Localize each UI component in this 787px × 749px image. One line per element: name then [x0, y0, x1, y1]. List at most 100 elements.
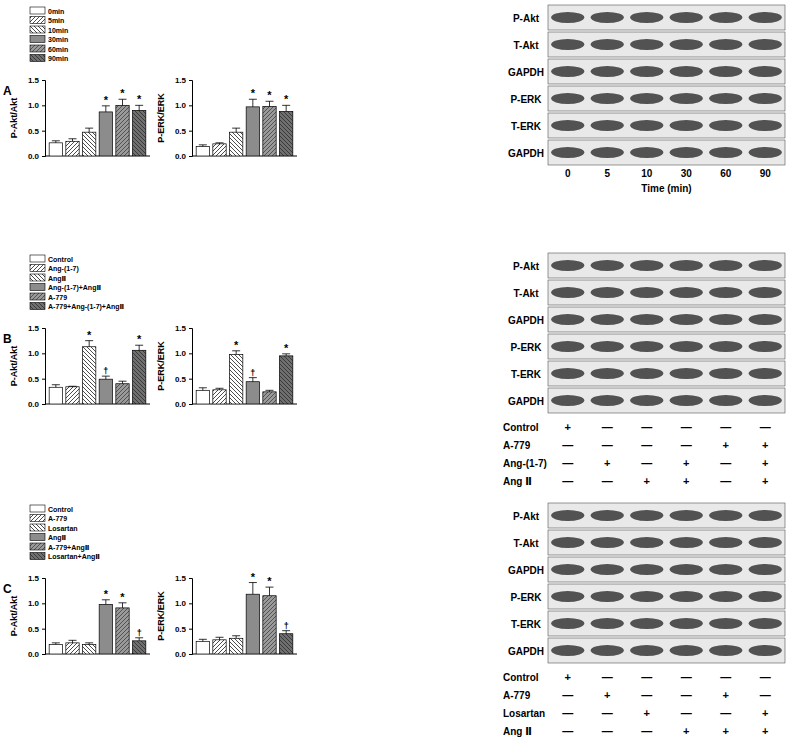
- blot-band: [749, 12, 782, 23]
- error-bar: [139, 345, 140, 350]
- treatment-sign: +: [762, 725, 768, 737]
- significance-mark: *: [104, 94, 109, 106]
- blot-band: [670, 645, 703, 656]
- blot-band: [630, 618, 663, 629]
- blot-band: [749, 147, 782, 158]
- blot-band: [709, 260, 742, 271]
- bar: [49, 644, 62, 654]
- y-tick: 0.5: [175, 375, 192, 384]
- treatment-sign: —: [602, 725, 613, 737]
- y-tick: 0.0: [175, 400, 192, 409]
- legend-label: Control: [48, 506, 73, 513]
- y-tick-label: 1.0: [175, 101, 187, 110]
- error-cap: [85, 128, 93, 129]
- error-bar: [105, 600, 106, 605]
- legend-label: Losartan+AngⅡ: [48, 553, 100, 561]
- legend-label: AngⅡ: [48, 275, 66, 283]
- blot-band: [551, 314, 584, 325]
- y-axis: 0.00.51.01.5: [175, 574, 193, 659]
- blot-row-label: T-Akt: [514, 40, 540, 51]
- blot-band: [670, 120, 703, 131]
- blot-band: [591, 618, 624, 629]
- bar: [99, 112, 112, 156]
- bar: [133, 641, 146, 654]
- chart: 0.00.51.01.5P-Akt/Akt***: [9, 76, 150, 161]
- y-tick-mark: [42, 353, 45, 354]
- treatment-sign: —: [562, 707, 573, 719]
- legend-swatch: [30, 265, 45, 272]
- y-tick-mark: [189, 328, 192, 329]
- blot-row-label: GAPDH: [508, 565, 544, 576]
- blot-band: [709, 93, 742, 104]
- significance-mark: *: [120, 87, 125, 99]
- treatment-sign: —: [681, 707, 692, 719]
- y-axis-line: [189, 329, 193, 405]
- blot-band: [749, 66, 782, 77]
- treatment-sign: —: [641, 671, 652, 683]
- plot-area: [49, 600, 146, 654]
- treatment-sign: +: [762, 475, 768, 487]
- treatment-sign: —: [602, 671, 613, 683]
- blot-row-label: P-ERK: [510, 592, 542, 603]
- y-axis-title: P-ERK/ERK: [156, 591, 166, 641]
- y-axis-line: [42, 81, 46, 157]
- significance-mark: *: [137, 333, 142, 345]
- significance-mark: *: [87, 329, 92, 341]
- treatment-sign: —: [562, 689, 573, 701]
- blot-band: [591, 260, 624, 271]
- treatment-sign: —: [760, 689, 771, 701]
- y-tick: 0.0: [28, 400, 45, 409]
- treatment-label: Ang-(1-7): [503, 458, 547, 469]
- y-tick-label: 0.0: [28, 650, 40, 659]
- blot-band: [630, 341, 663, 352]
- blot-strip: [548, 611, 785, 636]
- legend-swatch: [30, 293, 45, 300]
- treatment-sign: —: [641, 457, 652, 469]
- treatment-label: A-779: [503, 440, 531, 451]
- blot-band: [709, 591, 742, 602]
- plot-area: [196, 99, 293, 156]
- y-axis-title: P-Akt/Akt: [9, 596, 19, 637]
- bar: [83, 644, 96, 654]
- blot-band: [630, 287, 663, 298]
- y-tick-label: 1.0: [175, 349, 187, 358]
- legend: ControlA-779LosartanAngⅡA-779+AngⅡLosart…: [30, 505, 100, 561]
- blot-band: [630, 12, 663, 23]
- y-axis-line: [189, 579, 193, 655]
- error-cap: [52, 384, 60, 385]
- blot-band: [630, 510, 663, 521]
- legend-label: AngⅡ: [48, 534, 66, 542]
- treatment-sign: +: [604, 457, 610, 469]
- blot-band: [670, 66, 703, 77]
- error-bar: [89, 341, 90, 347]
- treatment-sign: —: [562, 475, 573, 487]
- y-tick: 0.0: [175, 152, 192, 161]
- significance-mark: *: [234, 339, 239, 351]
- blot-band: [709, 287, 742, 298]
- panel-letter: A: [3, 84, 12, 98]
- error-cap: [69, 138, 77, 139]
- y-axis: 0.00.51.01.5: [28, 324, 46, 409]
- blot-band: [670, 314, 703, 325]
- error-bar: [122, 99, 123, 105]
- blot-band: [709, 341, 742, 352]
- blot-strip: [548, 253, 785, 278]
- y-tick-label: 0.0: [28, 400, 40, 409]
- y-tick-label: 0.5: [175, 375, 187, 384]
- treatment-label: Control: [503, 672, 539, 683]
- blot-band: [630, 314, 663, 325]
- blot-band: [709, 395, 742, 406]
- bar: [280, 111, 293, 156]
- blot-row-label: T-Akt: [514, 538, 540, 549]
- bar: [66, 141, 79, 156]
- blot-band: [709, 147, 742, 158]
- blot-band: [670, 39, 703, 50]
- bar: [263, 596, 276, 654]
- significance-mark: *: [120, 591, 125, 603]
- y-tick-label: 1.0: [28, 349, 40, 358]
- y-tick: 1.5: [28, 574, 45, 583]
- plot-area: [196, 583, 293, 654]
- treatment-sign: —: [641, 421, 652, 433]
- lane-label: 90: [760, 168, 772, 179]
- blot-band: [670, 591, 703, 602]
